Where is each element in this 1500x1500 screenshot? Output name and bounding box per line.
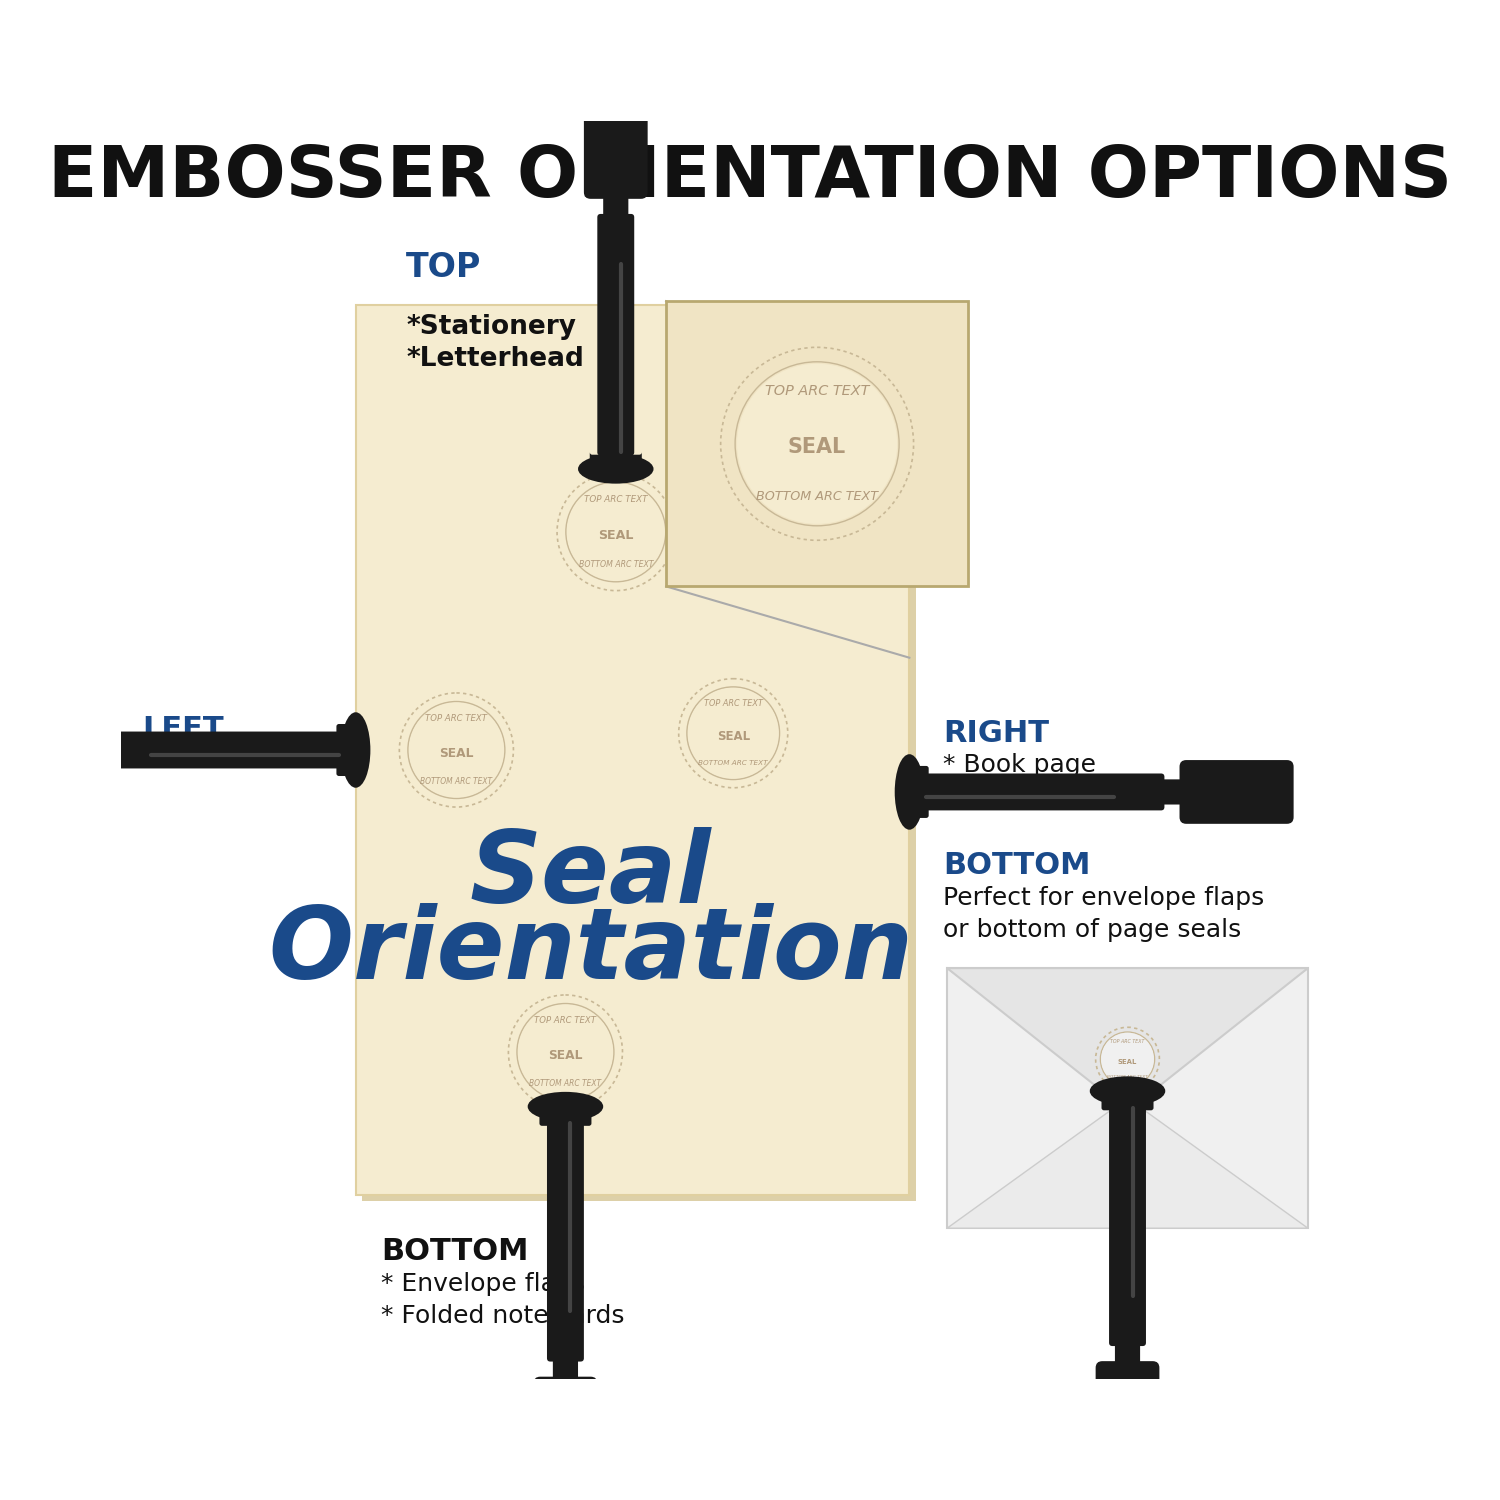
Text: EMBOSSER ORIENTATION OPTIONS: EMBOSSER ORIENTATION OPTIONS <box>48 144 1452 213</box>
Text: Orientation: Orientation <box>268 903 914 1001</box>
FancyBboxPatch shape <box>534 1377 597 1491</box>
FancyBboxPatch shape <box>1108 1104 1146 1346</box>
Text: BOTTOM ARC TEXT: BOTTOM ARC TEXT <box>1107 1074 1148 1078</box>
Text: BOTTOM ARC TEXT: BOTTOM ARC TEXT <box>579 560 652 568</box>
Text: * Folded note cards: * Folded note cards <box>381 1304 624 1328</box>
Ellipse shape <box>1090 1077 1166 1106</box>
Text: BOTTOM: BOTTOM <box>944 850 1090 879</box>
FancyBboxPatch shape <box>922 774 1164 810</box>
FancyBboxPatch shape <box>597 214 634 456</box>
Ellipse shape <box>894 754 924 830</box>
Ellipse shape <box>578 454 654 483</box>
FancyBboxPatch shape <box>946 968 1308 1228</box>
Circle shape <box>1101 1032 1154 1086</box>
Text: *Letterhead: *Letterhead <box>406 345 584 372</box>
Text: TOP ARC TEXT: TOP ARC TEXT <box>704 699 762 708</box>
Text: BOTTOM: BOTTOM <box>381 1236 528 1266</box>
FancyBboxPatch shape <box>584 84 648 200</box>
Text: Perfect for envelope flaps: Perfect for envelope flaps <box>944 886 1264 910</box>
Text: TOP: TOP <box>406 252 482 285</box>
FancyBboxPatch shape <box>666 302 968 586</box>
FancyBboxPatch shape <box>590 452 642 472</box>
FancyBboxPatch shape <box>336 724 363 776</box>
Text: SEAL: SEAL <box>717 730 750 742</box>
FancyBboxPatch shape <box>363 312 916 1202</box>
Text: SEAL: SEAL <box>1118 1059 1137 1065</box>
Text: TOP ARC TEXT: TOP ARC TEXT <box>584 495 648 504</box>
Text: BOTTOM ARC TEXT: BOTTOM ARC TEXT <box>420 777 492 786</box>
FancyBboxPatch shape <box>0 718 86 782</box>
FancyBboxPatch shape <box>903 766 928 818</box>
Text: or bottom of page seals: or bottom of page seals <box>944 918 1240 942</box>
Text: SEAL: SEAL <box>788 436 846 457</box>
Circle shape <box>410 702 504 798</box>
Ellipse shape <box>340 712 370 788</box>
Polygon shape <box>946 1098 1308 1228</box>
Circle shape <box>736 363 897 524</box>
FancyBboxPatch shape <box>100 732 342 768</box>
FancyBboxPatch shape <box>1179 760 1293 824</box>
Circle shape <box>518 1005 614 1100</box>
Text: * Envelope flaps: * Envelope flaps <box>381 1272 585 1296</box>
FancyBboxPatch shape <box>548 1120 584 1362</box>
FancyBboxPatch shape <box>540 1100 591 1126</box>
Circle shape <box>567 483 664 580</box>
Polygon shape <box>946 968 1308 1112</box>
FancyBboxPatch shape <box>1095 1360 1160 1474</box>
Text: *Stationery: *Stationery <box>406 314 576 340</box>
FancyBboxPatch shape <box>603 189 628 220</box>
Text: * Book page: * Book page <box>944 753 1096 777</box>
Text: SEAL: SEAL <box>598 528 633 542</box>
FancyBboxPatch shape <box>1158 780 1190 804</box>
Text: LEFT: LEFT <box>142 714 224 744</box>
Text: BOTTOM ARC TEXT: BOTTOM ARC TEXT <box>530 1078 602 1088</box>
Ellipse shape <box>528 1092 603 1120</box>
Text: SEAL: SEAL <box>440 747 474 760</box>
Text: Seal: Seal <box>470 828 711 924</box>
FancyBboxPatch shape <box>554 1356 578 1386</box>
Text: BOTTOM ARC TEXT: BOTTOM ARC TEXT <box>699 760 768 766</box>
FancyBboxPatch shape <box>1114 1340 1140 1371</box>
Circle shape <box>688 688 778 778</box>
Text: TOP ARC TEXT: TOP ARC TEXT <box>534 1016 597 1025</box>
FancyBboxPatch shape <box>76 738 106 762</box>
Text: SEAL: SEAL <box>548 1048 582 1062</box>
Text: TOP ARC TEXT: TOP ARC TEXT <box>1110 1040 1144 1044</box>
FancyBboxPatch shape <box>356 306 909 1194</box>
Text: RIGHT: RIGHT <box>944 718 1048 747</box>
Text: BOTTOM ARC TEXT: BOTTOM ARC TEXT <box>756 490 878 504</box>
Text: TOP ARC TEXT: TOP ARC TEXT <box>765 384 870 398</box>
FancyBboxPatch shape <box>1101 1084 1154 1110</box>
Text: TOP ARC TEXT: TOP ARC TEXT <box>426 714 488 723</box>
Text: *Not Common: *Not Common <box>142 748 338 772</box>
